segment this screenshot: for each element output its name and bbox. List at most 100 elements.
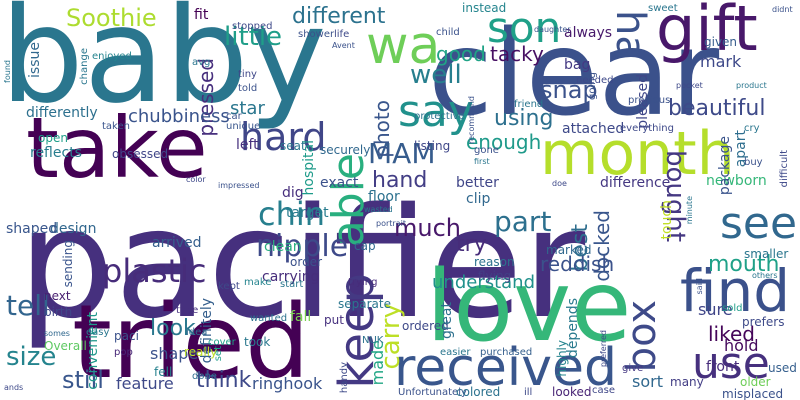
word-photo: photo	[370, 100, 394, 158]
word-think: think	[196, 368, 252, 393]
word-part: part	[494, 205, 552, 238]
word-wasted: wasted	[364, 205, 393, 214]
word-put: put	[324, 313, 344, 327]
word-many: many	[670, 375, 704, 389]
word-mark: mark	[700, 52, 742, 71]
word-better: better	[456, 175, 499, 191]
word-didnt: didnt	[772, 5, 793, 14]
word-obsessed: obsessed	[112, 147, 169, 161]
word-securely: securely	[320, 143, 371, 157]
word-unique: unique	[226, 121, 261, 132]
word-fall: fall	[290, 309, 312, 325]
word-differently: differently	[26, 105, 98, 121]
word-touch: touch	[659, 200, 675, 240]
word-wanted: wanted	[250, 313, 288, 324]
word-ordered: ordered	[402, 319, 449, 333]
word-wa: wa	[366, 16, 441, 76]
word-see: see	[720, 198, 798, 249]
word-using: using	[494, 106, 554, 131]
word-dig: dig	[282, 185, 304, 201]
word-make: make	[244, 277, 272, 288]
word-trying: trying	[348, 277, 378, 288]
word-star: star	[230, 98, 265, 119]
word-friend: friend	[514, 99, 544, 110]
word-sold: sold	[722, 303, 743, 314]
word-difference: difference	[600, 175, 671, 191]
word-color: color	[186, 175, 206, 184]
word-clear: clear	[428, 4, 720, 142]
word-minute: minute	[685, 196, 694, 225]
word-precious: precious	[628, 95, 671, 106]
word-difficult: difficult	[779, 150, 790, 188]
word-look: look	[150, 316, 196, 341]
word-looked: looked	[552, 385, 592, 399]
word-take: take	[26, 99, 208, 197]
word-sure: sure	[698, 300, 733, 319]
word-impressed: impressed	[218, 181, 260, 190]
word-Soothie: Soothie	[66, 4, 157, 32]
word-reddish: reddish	[540, 252, 615, 276]
word-pocket: pocket	[676, 81, 703, 90]
word-carrying: carrying	[262, 269, 320, 285]
word-hold: hold	[724, 336, 759, 355]
word-month: month	[540, 119, 735, 189]
word-nipple: nipple	[256, 229, 349, 264]
word-shower: shower	[298, 29, 335, 40]
word-clip: clip	[466, 191, 491, 207]
word-portrait: portrait	[376, 219, 406, 228]
word-little: little	[224, 22, 283, 52]
word-set: set	[213, 346, 224, 362]
word-MAM: MAM	[368, 137, 436, 170]
word-always: always	[564, 25, 613, 41]
word-flying: flying	[478, 269, 512, 283]
word-done: done	[192, 371, 217, 382]
word-package: package	[717, 136, 733, 196]
word-colored: colored	[456, 385, 501, 399]
word-received: received	[394, 338, 618, 398]
word-son: son	[487, 3, 562, 52]
word-give: give	[622, 363, 644, 374]
word-different: different	[292, 4, 386, 29]
word-doe: doe	[552, 179, 567, 188]
word-find: find	[680, 257, 791, 325]
word-try: try	[456, 232, 487, 257]
word-exact: exact	[320, 175, 359, 191]
word-prefers: prefers	[742, 315, 785, 329]
word-NUK: NUK	[362, 335, 384, 346]
word-order: order	[290, 255, 322, 269]
word-needed: needed	[576, 75, 614, 86]
word-instead: instead	[462, 1, 507, 15]
word-snap: snap	[540, 76, 598, 104]
word-used: used	[768, 361, 797, 375]
word-somes: somes	[44, 329, 70, 338]
word-left: left	[236, 137, 259, 153]
word-paci: paci	[114, 329, 139, 343]
word-enough: enough	[466, 130, 542, 154]
word-cover: cover	[208, 337, 236, 348]
word-child: child	[436, 27, 460, 38]
word-easy: easy	[86, 327, 110, 338]
word-great: great	[439, 302, 455, 340]
word-ha: ha	[607, 10, 653, 60]
word-pop: pop	[114, 347, 133, 358]
word-daughter: daughter	[534, 25, 571, 34]
word-idea: idea	[186, 327, 208, 338]
word-first: first	[474, 157, 490, 166]
word-type: type	[176, 305, 199, 316]
word-birth: birth	[44, 305, 73, 319]
word-buy: buy	[744, 157, 763, 168]
word-highly: highly	[555, 340, 569, 377]
word-tacky: tacky	[490, 42, 544, 66]
word-start: start	[280, 279, 304, 290]
word-love: love	[426, 250, 632, 364]
word-stopped: stopped	[232, 21, 273, 32]
word-good: good	[436, 42, 486, 66]
word-front: front	[706, 359, 740, 375]
word-going: going	[587, 72, 598, 100]
word-cry: cry	[744, 123, 760, 134]
word-said: said	[695, 278, 704, 295]
word-Unfortunately: Unfortunately	[398, 387, 467, 398]
word-kept: kept	[218, 281, 240, 292]
word-understand: understand	[432, 272, 536, 293]
